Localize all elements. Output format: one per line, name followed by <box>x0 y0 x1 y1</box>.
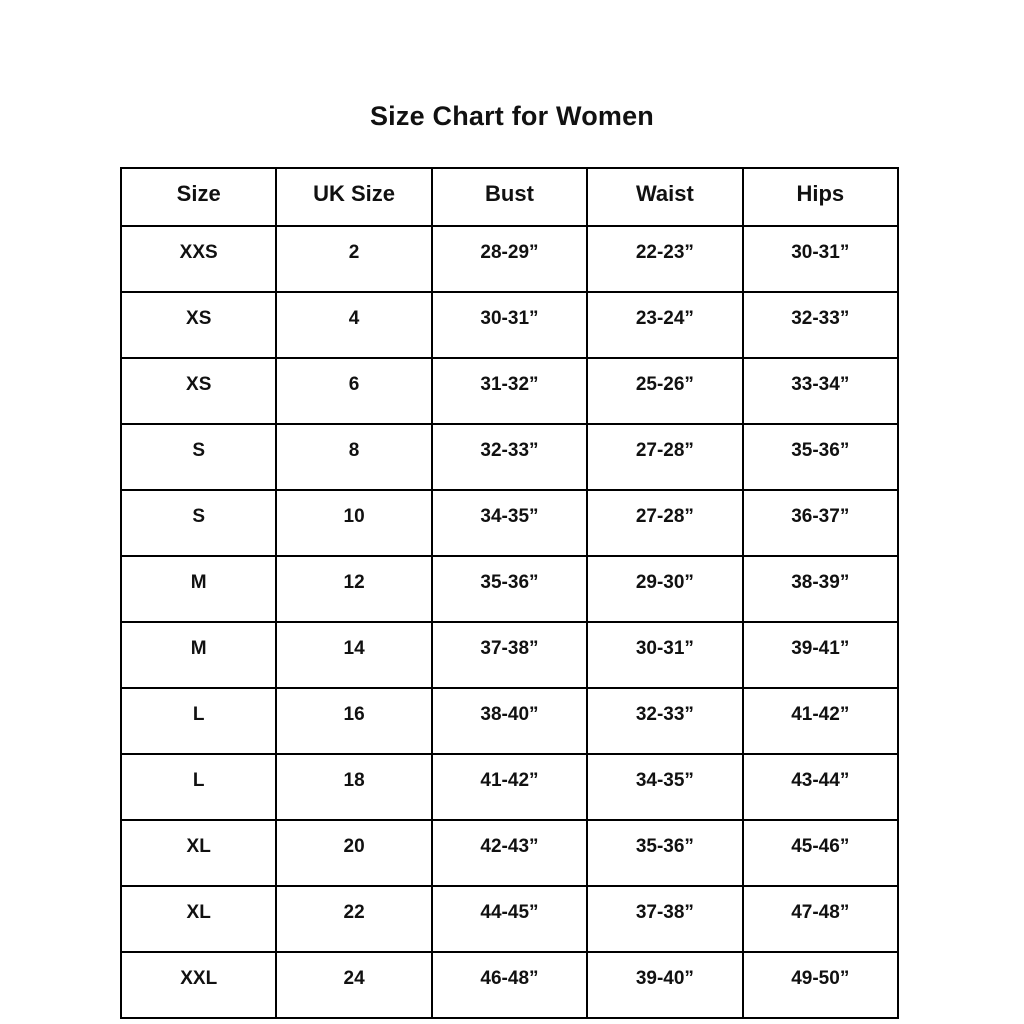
cell-waist: 34-35” <box>586 753 744 821</box>
page-title: Size Chart for Women <box>369 101 655 131</box>
table-row: XXS 2 28-29” 22-23” 30-31” <box>119 225 900 293</box>
cell-hips: 45-46” <box>741 819 900 887</box>
cell-waist: 27-28” <box>586 489 744 557</box>
cell-hips: 36-37” <box>741 489 900 557</box>
table-row: XXL 24 46-48” 39-40” 49-50” <box>119 951 900 1019</box>
cell-size: S <box>119 423 278 491</box>
cell-size: S <box>119 489 278 557</box>
table-row: XS 4 30-31” 23-24” 32-33” <box>119 291 900 359</box>
table-row: L 18 41-42” 34-35” 43-44” <box>119 753 900 821</box>
cell-hips: 41-42” <box>741 687 900 755</box>
cell-uk-size: 12 <box>275 555 433 623</box>
cell-bust: 38-40” <box>430 687 589 755</box>
table-row: M 14 37-38” 30-31” 39-41” <box>119 621 900 689</box>
table-row: XS 6 31-32” 25-26” 33-34” <box>119 357 900 425</box>
cell-bust: 44-45” <box>430 885 589 953</box>
cell-size: XS <box>119 291 278 359</box>
table-header: Size UK Size Bust Waist Hips <box>119 167 900 227</box>
header-cell-size: Size <box>119 167 278 227</box>
cell-hips: 49-50” <box>741 951 900 1019</box>
cell-hips: 38-39” <box>741 555 900 623</box>
cell-waist: 32-33” <box>586 687 744 755</box>
cell-hips: 47-48” <box>741 885 900 953</box>
table-row: XL 22 44-45” 37-38” 47-48” <box>119 885 900 953</box>
table-row: S 10 34-35” 27-28” 36-37” <box>119 489 900 557</box>
table-row: L 16 38-40” 32-33” 41-42” <box>119 687 900 755</box>
cell-waist: 22-23” <box>586 225 744 293</box>
cell-bust: 37-38” <box>430 621 589 689</box>
cell-size: M <box>119 621 278 689</box>
cell-uk-size: 10 <box>275 489 433 557</box>
cell-waist: 23-24” <box>586 291 744 359</box>
cell-hips: 39-41” <box>741 621 900 689</box>
cell-size: XXS <box>119 225 278 293</box>
cell-waist: 29-30” <box>586 555 744 623</box>
header-cell-bust: Bust <box>430 167 589 227</box>
cell-waist: 35-36” <box>586 819 744 887</box>
cell-uk-size: 8 <box>275 423 433 491</box>
cell-bust: 31-32” <box>430 357 589 425</box>
table-row: XL 20 42-43” 35-36” 45-46” <box>119 819 900 887</box>
cell-bust: 32-33” <box>430 423 589 491</box>
cell-hips: 35-36” <box>741 423 900 491</box>
cell-hips: 43-44” <box>741 753 900 821</box>
cell-size: L <box>119 687 278 755</box>
cell-waist: 27-28” <box>586 423 744 491</box>
header-cell-waist: Waist <box>586 167 744 227</box>
cell-uk-size: 4 <box>275 291 433 359</box>
cell-uk-size: 6 <box>275 357 433 425</box>
cell-uk-size: 2 <box>275 225 433 293</box>
header-cell-uk-size: UK Size <box>275 167 433 227</box>
table-body: XXS 2 28-29” 22-23” 30-31” XS 4 30-31” 2… <box>119 225 900 1019</box>
cell-uk-size: 14 <box>275 621 433 689</box>
cell-size: M <box>119 555 278 623</box>
cell-uk-size: 24 <box>275 951 433 1019</box>
cell-uk-size: 18 <box>275 753 433 821</box>
cell-waist: 37-38” <box>586 885 744 953</box>
table-header-row: Size UK Size Bust Waist Hips <box>119 167 900 227</box>
cell-waist: 25-26” <box>586 357 744 425</box>
cell-size: XS <box>119 357 278 425</box>
cell-bust: 42-43” <box>430 819 589 887</box>
cell-uk-size: 22 <box>275 885 433 953</box>
cell-size: XXL <box>119 951 278 1019</box>
cell-bust: 28-29” <box>430 225 589 293</box>
cell-size: XL <box>119 819 278 887</box>
cell-bust: 30-31” <box>430 291 589 359</box>
cell-size: L <box>119 753 278 821</box>
table-row: M 12 35-36” 29-30” 38-39” <box>119 555 900 623</box>
cell-uk-size: 16 <box>275 687 433 755</box>
cell-hips: 32-33” <box>741 291 900 359</box>
cell-bust: 35-36” <box>430 555 589 623</box>
cell-hips: 33-34” <box>741 357 900 425</box>
cell-bust: 41-42” <box>430 753 589 821</box>
size-chart-table: Size UK Size Bust Waist Hips XXS 2 28-29… <box>119 167 900 1019</box>
cell-waist: 30-31” <box>586 621 744 689</box>
cell-bust: 46-48” <box>430 951 589 1019</box>
cell-waist: 39-40” <box>586 951 744 1019</box>
cell-bust: 34-35” <box>430 489 589 557</box>
cell-hips: 30-31” <box>741 225 900 293</box>
table-row: S 8 32-33” 27-28” 35-36” <box>119 423 900 491</box>
cell-uk-size: 20 <box>275 819 433 887</box>
cell-size: XL <box>119 885 278 953</box>
header-cell-hips: Hips <box>741 167 900 227</box>
